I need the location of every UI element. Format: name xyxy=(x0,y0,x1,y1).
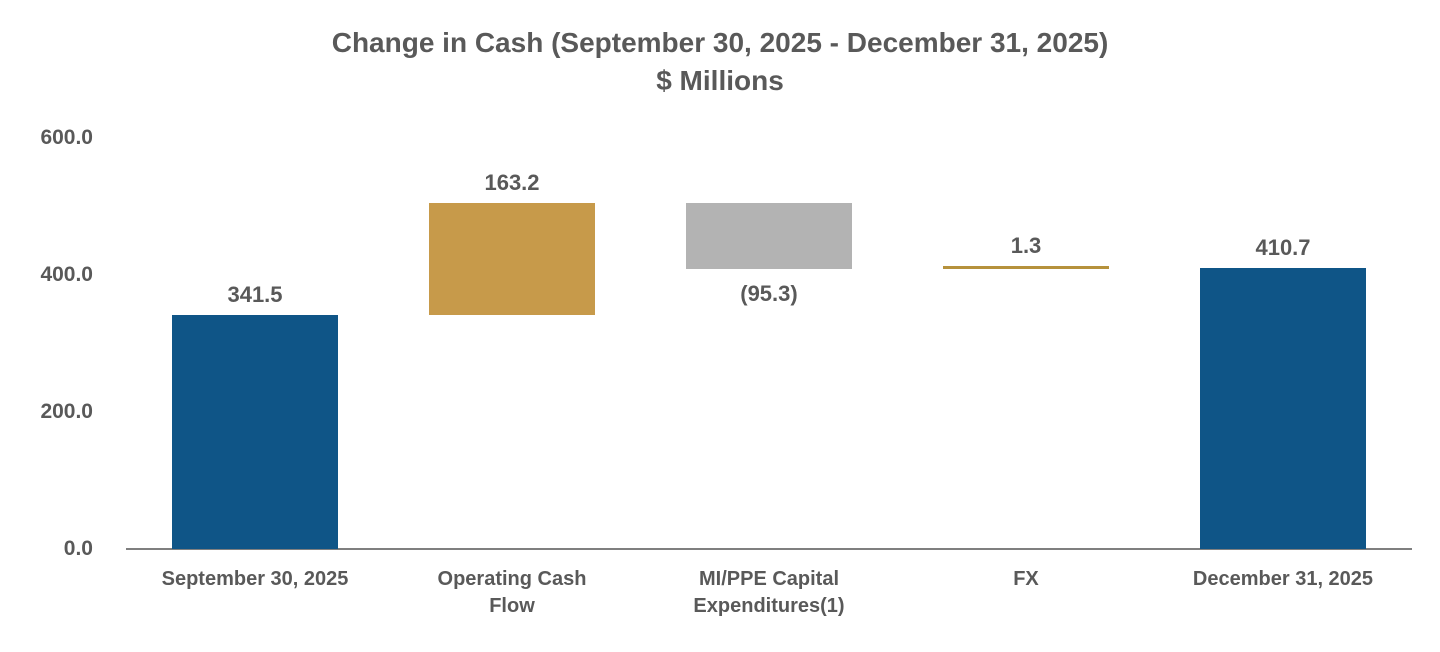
x-axis-category-label-line: December 31, 2025 xyxy=(1192,568,1374,590)
bar-value-label: 410.7 xyxy=(1255,235,1311,260)
x-axis-category-label-line: Operating Cash xyxy=(437,568,587,590)
waterfall-bar-5 xyxy=(1200,268,1366,549)
waterfall-bar-3 xyxy=(686,203,852,269)
x-axis-category-label: September 30, 2025 xyxy=(124,566,386,593)
waterfall-bar-4 xyxy=(943,266,1109,269)
y-axis-tick-label: 600.0 xyxy=(40,126,93,149)
x-axis-category-label-line: September 30, 2025 xyxy=(161,568,349,590)
bar-value-label: (95.3) xyxy=(740,281,798,306)
x-axis-category-label-line: MI/PPE Capital xyxy=(698,568,840,590)
chart-title-block: Change in Cash (September 30, 2025 - Dec… xyxy=(0,26,1440,97)
x-axis-category-label-line: Expenditures(1) xyxy=(693,595,845,617)
y-axis-tick-label: 0.0 xyxy=(63,537,93,560)
chart-subtitle: $ Millions xyxy=(656,65,784,96)
x-axis-category-label: FX xyxy=(895,566,1157,593)
bar-value-label: 1.3 xyxy=(1010,233,1042,258)
x-axis-category-label: December 31, 2025 xyxy=(1152,566,1414,593)
bar-value-label: 341.5 xyxy=(227,282,283,307)
bar-value-label: 163.2 xyxy=(484,170,540,195)
x-axis-category-label-line: Flow xyxy=(489,595,535,617)
x-axis-category-label: MI/PPE Capital Expenditures(1) xyxy=(638,566,900,620)
x-axis-category-label: Operating Cash Flow xyxy=(381,566,643,620)
chart-title: Change in Cash (September 30, 2025 - Dec… xyxy=(331,27,1109,58)
waterfall-bar-2 xyxy=(429,203,595,315)
x-axis-line xyxy=(126,548,1412,550)
x-axis-category-label-line: FX xyxy=(1013,568,1039,590)
y-axis-tick-label: 400.0 xyxy=(40,263,93,286)
waterfall-bar-1 xyxy=(172,315,338,549)
y-axis-tick-label: 200.0 xyxy=(40,400,93,423)
